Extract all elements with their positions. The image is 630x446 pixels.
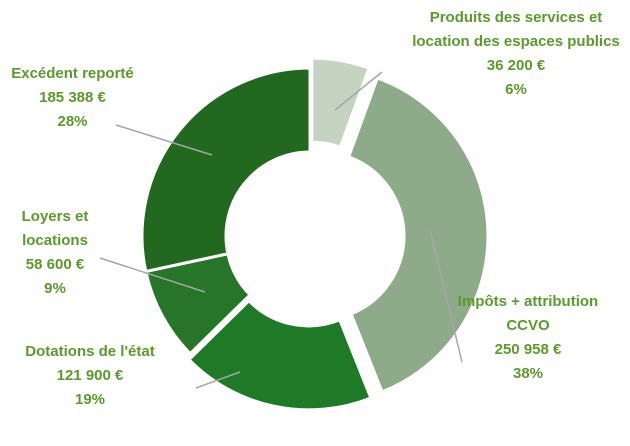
leader-line <box>99 257 206 293</box>
data-label: Produits des services et location des es… <box>400 6 630 102</box>
data-label: Dotations de l'état 121 900 € 19% <box>20 340 160 412</box>
value-label: 250 958 € <box>494 341 562 358</box>
category-label: Impôts + attribution CCVO <box>457 293 599 334</box>
value-label: 121 900 € <box>56 367 124 384</box>
category-label: Dotations de l'état <box>25 343 155 360</box>
donut-slice <box>186 298 373 412</box>
leader-line <box>195 371 241 389</box>
donut-slice <box>346 76 490 394</box>
value-label: 58 600 € <box>25 256 85 273</box>
value-label: 19% <box>74 391 106 408</box>
value-label: 185 388 € <box>39 89 106 106</box>
data-label: Excédent reporté 185 388 € 28% <box>10 62 135 134</box>
value-label: 9% <box>44 280 66 297</box>
category-label: Loyers et locations <box>21 208 89 249</box>
value-label: 38% <box>512 365 544 382</box>
value-label: 28% <box>57 113 88 130</box>
leader-line <box>334 71 383 111</box>
value-label: 6% <box>505 81 527 98</box>
category-label: Excédent reporté <box>11 65 134 82</box>
leader-line <box>115 124 213 156</box>
leader-line <box>429 229 463 363</box>
data-label: Impôts + attribution CCVO 250 958 € 38% <box>448 290 608 386</box>
donut-slice <box>140 66 312 274</box>
category-label: Produits des services et location des es… <box>412 9 620 50</box>
value-label: 36 200 € <box>486 57 546 74</box>
donut-slice <box>310 56 371 150</box>
data-label: Loyers et locations 58 600 € 9% <box>0 205 110 301</box>
